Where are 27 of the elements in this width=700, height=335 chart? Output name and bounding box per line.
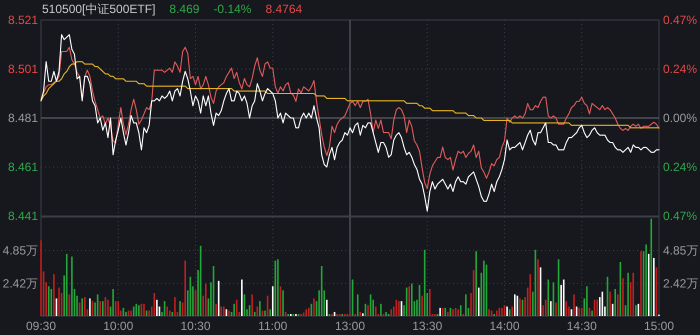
- y-tick-label: 8.521: [8, 13, 38, 27]
- y-tick-label: 8.441: [8, 209, 38, 223]
- x-tick-label: 14:30: [566, 319, 598, 333]
- y2-tick-label: 0.47%: [663, 13, 698, 27]
- y2-tick-label: 0.24%: [663, 160, 698, 174]
- text: 8.469: [169, 2, 200, 16]
- x-tick-label: 13:30: [412, 319, 443, 333]
- x-tick-label: 15:00: [644, 319, 674, 333]
- y-tick-label: 8.481: [8, 111, 38, 125]
- y-tick-label: 4.85万: [2, 243, 38, 258]
- text: -0.14%: [213, 2, 252, 16]
- x-tick-label: 09:30: [26, 319, 56, 333]
- x-tick-label: 13:00: [334, 319, 366, 333]
- text: 8.4764: [265, 2, 302, 16]
- y-tick-label: 8.461: [8, 160, 38, 174]
- y2-tick-label: 0.24%: [663, 62, 698, 76]
- x-tick-label: 10:30: [180, 319, 211, 333]
- y2-tick-label: 0.00%: [663, 111, 698, 125]
- x-tick-label: 14:00: [489, 319, 520, 333]
- x-tick-label: 11:00: [258, 319, 288, 333]
- y2-tick-label: 4.85万: [663, 243, 698, 258]
- chart-title: 510500[中证500ETF]: [42, 2, 156, 16]
- y2-tick-label: 2.42万: [663, 276, 698, 290]
- y-tick-label: 8.501: [8, 62, 38, 76]
- x-tick-label: 10:00: [103, 319, 134, 333]
- y2-tick-label: 0.47%: [663, 209, 698, 223]
- y-tick-label: 2.42万: [2, 276, 38, 290]
